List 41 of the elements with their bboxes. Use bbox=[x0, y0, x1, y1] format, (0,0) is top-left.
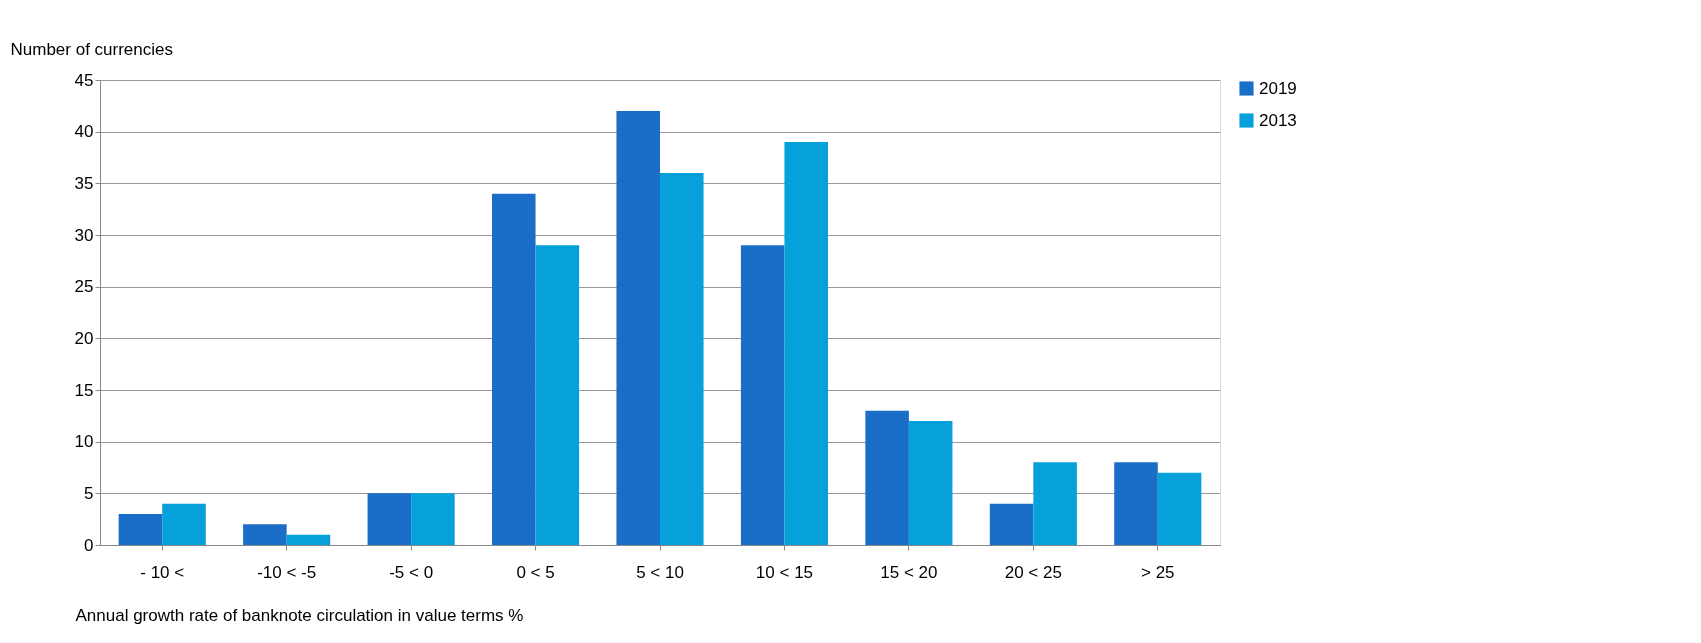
bar bbox=[1157, 472, 1202, 545]
x-tick-label: 5 < 10 bbox=[636, 562, 684, 582]
legend-label: 2013 bbox=[1259, 110, 1297, 130]
y-tick-label: 25 bbox=[74, 277, 94, 297]
y-tick-label: 35 bbox=[74, 173, 94, 193]
y-tick-label: 45 bbox=[74, 70, 94, 90]
x-tick-label: -5 < 0 bbox=[389, 562, 434, 582]
bar bbox=[286, 534, 331, 545]
y-axis-title: Number of currencies bbox=[10, 39, 174, 59]
x-tick-label: 10 < 15 bbox=[755, 562, 814, 582]
y-tick-label: 30 bbox=[74, 225, 94, 245]
y-tick-label: 0 bbox=[84, 535, 94, 555]
bar bbox=[660, 173, 704, 545]
bar bbox=[1033, 462, 1077, 545]
bar bbox=[535, 245, 580, 545]
x-axis-title: Annual growth rate of banknote circulation in value terms % bbox=[75, 605, 524, 625]
bar bbox=[118, 514, 163, 545]
x-tick-label: -10 < -5 bbox=[257, 562, 317, 582]
x-tick-label: > 25 bbox=[1141, 562, 1175, 582]
bar bbox=[784, 142, 828, 545]
y-tick-label: 10 bbox=[74, 432, 94, 452]
bar bbox=[865, 410, 909, 545]
x-tick-label: 15 < 20 bbox=[880, 562, 938, 582]
bar bbox=[367, 493, 412, 545]
bar bbox=[162, 503, 206, 545]
y-tick-label: 5 bbox=[84, 483, 94, 503]
y-tick-label: 20 bbox=[74, 328, 94, 348]
legend-label: 2019 bbox=[1259, 78, 1297, 98]
bar bbox=[411, 493, 455, 545]
x-tick-label: - 10 < bbox=[140, 562, 185, 582]
bar bbox=[908, 421, 953, 545]
bar bbox=[492, 193, 536, 545]
bar bbox=[1114, 462, 1158, 545]
bar bbox=[616, 111, 660, 545]
x-tick-label: 0 < 5 bbox=[516, 562, 555, 582]
x-tick-label: 20 < 25 bbox=[1004, 562, 1062, 582]
bar bbox=[740, 245, 785, 545]
bar bbox=[243, 524, 287, 545]
y-tick-label: 40 bbox=[74, 122, 94, 142]
bar bbox=[989, 503, 1034, 545]
y-tick-label: 15 bbox=[74, 380, 94, 400]
